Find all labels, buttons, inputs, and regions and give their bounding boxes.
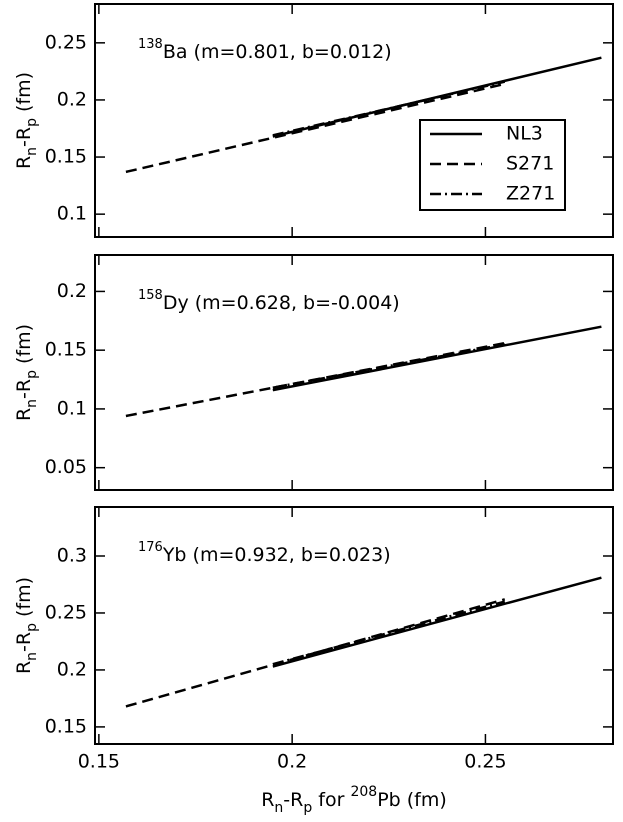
- label-part: p: [303, 800, 312, 816]
- label-part: (fm): [13, 324, 35, 370]
- y-tick-label: 0.2: [57, 280, 87, 302]
- label-part: R: [13, 408, 35, 421]
- series-line: [272, 343, 505, 390]
- y-tick-label: 0.25: [45, 31, 87, 53]
- legend-label: NL3: [506, 123, 543, 145]
- label-part: R: [261, 789, 274, 811]
- label-part: p: [24, 370, 40, 379]
- plot-frame: [94, 3, 614, 238]
- annotation: 158Dy (m=0.628, b=-0.004): [138, 288, 400, 314]
- annotation: 176Yb (m=0.932, b=0.023): [138, 540, 391, 566]
- label-part: (fm): [13, 577, 35, 623]
- label-part: n: [24, 147, 40, 156]
- label-part: Pb (fm): [377, 789, 447, 811]
- label-part: n: [24, 652, 40, 661]
- legend-label: S271: [506, 153, 554, 175]
- series-line: [272, 80, 506, 137]
- annotation-text: Yb (m=0.932, b=0.023): [162, 544, 391, 566]
- series-line: [272, 576, 602, 668]
- label-part: -R: [283, 789, 303, 811]
- label-part: R: [13, 661, 35, 674]
- label-part: 208: [350, 784, 377, 800]
- label-part: -R: [13, 379, 35, 399]
- series-line: [125, 82, 506, 174]
- y-tick-label: 0.15: [45, 146, 87, 168]
- plot-frame: [94, 506, 614, 745]
- annotation-text: Dy (m=0.628, b=-0.004): [163, 292, 400, 314]
- series-line: [272, 600, 506, 666]
- y-tick-label: 0.15: [45, 339, 87, 361]
- y-axis-label: Rn-Rp (fm): [13, 72, 41, 169]
- label-part: p: [24, 118, 40, 127]
- label-part: -R: [13, 632, 35, 652]
- label-part: -R: [13, 127, 35, 147]
- annotation-text: Ba (m=0.801, b=0.012): [163, 41, 392, 63]
- y-tick-label: 0.3: [57, 544, 87, 566]
- label-part: for: [312, 789, 350, 811]
- annotation-sup: 158: [138, 288, 163, 303]
- series-line: [272, 325, 602, 392]
- y-tick-label: 0.25: [45, 601, 87, 623]
- y-tick-label: 0.2: [57, 658, 87, 680]
- label-part: p: [24, 623, 40, 632]
- label-part: (fm): [13, 72, 35, 118]
- label-part: n: [274, 800, 283, 816]
- x-tick-label: 0.25: [464, 751, 506, 773]
- legend-label: Z271: [506, 183, 555, 205]
- annotation: 138Ba (m=0.801, b=0.012): [138, 37, 392, 63]
- y-tick-label: 0.1: [57, 203, 87, 225]
- y-axis-label: Rn-Rp (fm): [13, 324, 41, 421]
- x-tick-label: 0.2: [277, 751, 307, 773]
- plot-frame: [94, 254, 614, 491]
- annotation-sup: 138: [138, 37, 163, 52]
- y-axis-label: Rn-Rp (fm): [13, 577, 41, 674]
- label-part: n: [24, 399, 40, 408]
- y-tick-label: 0.1: [57, 397, 87, 419]
- x-tick-label: 0.15: [78, 751, 120, 773]
- label-part: R: [13, 156, 35, 169]
- x-axis-label: Rn-Rp for 208Pb (fm): [261, 784, 447, 816]
- y-tick-label: 0.15: [45, 715, 87, 737]
- y-tick-label: 0.2: [57, 88, 87, 110]
- annotation-sup: 176: [138, 540, 163, 555]
- y-tick-label: 0.05: [45, 456, 87, 478]
